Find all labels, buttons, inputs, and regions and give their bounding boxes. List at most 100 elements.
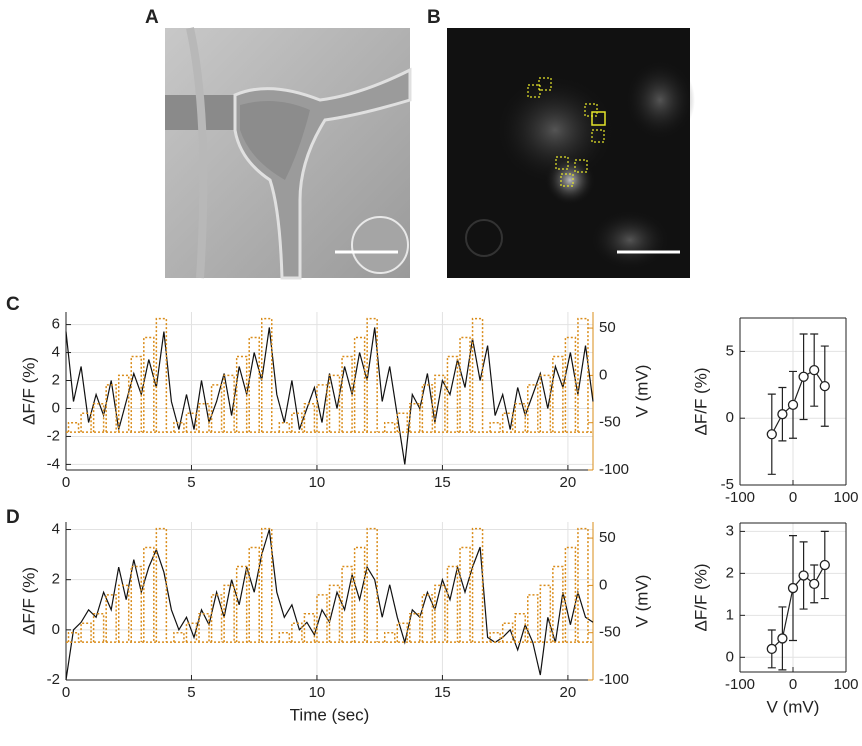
panel-label: D <box>6 507 20 528</box>
voltage-pulse <box>185 412 198 433</box>
x-tick-label: 20 <box>560 684 577 701</box>
voltage-pulse <box>235 355 248 433</box>
y-tick-label: 5 <box>726 342 734 359</box>
voltage-pulse <box>564 336 577 433</box>
voltage-pulse <box>471 317 484 433</box>
data-point <box>809 364 820 376</box>
voltage-pulse <box>105 594 117 643</box>
voltage-pulse <box>130 565 143 643</box>
voltage-pulse <box>67 421 80 433</box>
voltage-pulse <box>539 374 552 433</box>
data-point <box>819 559 830 571</box>
voltage-pulse <box>92 403 105 433</box>
y2-axis-label: V (mV) <box>632 365 651 418</box>
voltage-pulse <box>291 622 303 643</box>
y-tick-label: 2 <box>52 371 60 388</box>
voltage-pulse <box>248 336 260 433</box>
y-tick-label: -5 <box>721 476 734 493</box>
x-tick-label: 100 <box>833 676 858 693</box>
voltage-pulse <box>552 355 564 433</box>
voltage-pulse <box>248 546 260 643</box>
x-tick-label: 0 <box>62 474 70 491</box>
voltage-pulse <box>303 613 316 643</box>
voltage-pulse <box>316 384 328 433</box>
voltage-pulse <box>210 594 223 643</box>
x-tick-label: 5 <box>187 474 195 491</box>
data-point <box>819 380 830 392</box>
y-tick-label: 6 <box>52 316 60 333</box>
y2-tick-label: -50 <box>599 624 621 641</box>
voltage-pulse <box>353 336 366 433</box>
voltage-pulse <box>341 565 353 643</box>
x-tick-label: 20 <box>560 474 577 491</box>
y-tick-label: 2 <box>52 571 60 588</box>
data-point <box>798 570 809 581</box>
data-point <box>787 399 799 410</box>
voltage-pulse <box>67 631 80 643</box>
y2-tick-label: -100 <box>599 461 629 478</box>
voltage-pulse <box>471 527 484 643</box>
y2-axis-label: V (mV) <box>632 575 651 628</box>
voltage-pulse <box>173 421 185 433</box>
voltage-pulse <box>434 584 446 643</box>
data-point <box>766 643 777 655</box>
voltage-pulse <box>291 412 303 433</box>
voltage-pulse <box>409 403 421 433</box>
voltage-pulse <box>353 546 366 643</box>
voltage-pulse <box>198 613 210 643</box>
y-axis-label: ΔF/F (%) <box>19 567 38 635</box>
y-tick-label: -4 <box>47 455 60 472</box>
voltage-pulse <box>501 622 514 643</box>
y-tick-label: -2 <box>47 427 60 444</box>
voltage-pulse <box>489 421 501 433</box>
data-point <box>777 633 788 644</box>
voltage-pulse <box>527 384 539 433</box>
y-tick-label: 0 <box>726 409 734 426</box>
voltage-pulse <box>316 594 328 643</box>
voltage-pulse <box>278 421 291 433</box>
fluorescence-image <box>447 28 695 278</box>
y-tick-label: 2 <box>726 564 734 581</box>
voltage-pulse <box>409 613 421 643</box>
y-tick-label: 4 <box>52 520 60 537</box>
x-tick-label: 5 <box>187 684 195 701</box>
voltage-pulse <box>173 631 185 643</box>
voltage-pulse <box>80 622 92 643</box>
x-tick-label: 15 <box>434 474 451 491</box>
voltage-pulse <box>143 546 155 643</box>
voltage-pulse <box>421 594 434 643</box>
voltage-pulse <box>210 384 223 433</box>
data-point <box>809 578 820 590</box>
y-tick-label: -2 <box>47 671 60 688</box>
voltage-pulse <box>223 584 235 643</box>
voltage-pulse <box>185 622 198 643</box>
voltage-pulse <box>446 355 459 433</box>
voltage-pulse <box>459 546 471 643</box>
voltage-pulse <box>501 412 514 433</box>
voltage-pulse <box>155 527 168 643</box>
y2-tick-label: 50 <box>599 529 616 546</box>
voltage-pulse <box>383 631 396 643</box>
voltage-pulse <box>328 374 341 433</box>
data-point <box>798 371 809 382</box>
voltage-pulse <box>130 355 143 433</box>
voltage-pulse <box>396 412 409 433</box>
voltage-pulse <box>383 421 396 433</box>
x-tick-label: 0 <box>62 684 70 701</box>
voltage-pulse <box>80 412 92 433</box>
y-axis-label: ΔF/F (%) <box>691 367 710 435</box>
voltage-pulse <box>155 317 168 433</box>
voltage-pulse <box>143 336 155 433</box>
voltage-pulse <box>92 613 105 643</box>
panel-label: B <box>427 7 441 28</box>
y-tick-label: 0 <box>726 648 734 665</box>
y-tick-label: 4 <box>52 344 60 361</box>
voltage-pulse <box>341 355 353 433</box>
y2-tick-label: -50 <box>599 414 621 431</box>
voltage-pulse <box>117 584 130 643</box>
voltage-pulse <box>278 631 291 643</box>
voltage-pulse <box>328 584 341 643</box>
voltage-pulse <box>421 384 434 433</box>
y-tick-label: 0 <box>52 621 60 638</box>
